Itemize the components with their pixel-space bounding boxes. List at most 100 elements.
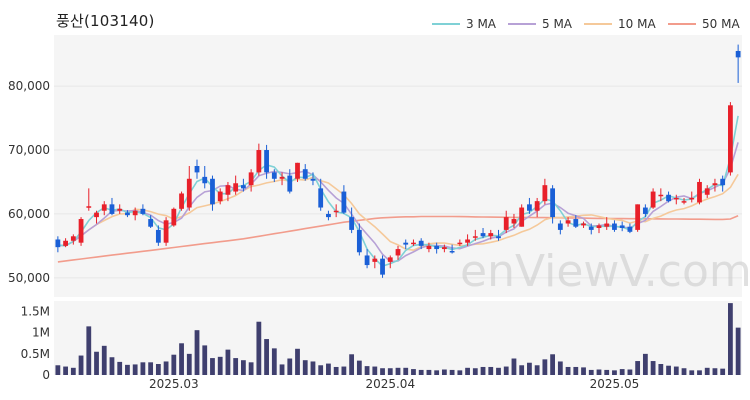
volume-bar — [240, 360, 246, 375]
candle-body — [341, 191, 347, 213]
volume-bar — [465, 367, 470, 375]
volume-tick-label: 1M — [32, 326, 50, 340]
volume-bar — [681, 368, 687, 375]
volume-bar — [264, 339, 269, 375]
candle-body — [511, 219, 517, 224]
candle-body — [94, 212, 99, 218]
volume-bar — [666, 365, 671, 375]
candle-body — [225, 185, 231, 195]
volume-bar — [704, 367, 710, 375]
volume-bar — [697, 370, 702, 375]
candle-body — [310, 178, 316, 181]
volume-bar — [155, 364, 161, 375]
candle-body — [557, 223, 563, 230]
moving-average-lines — [57, 115, 739, 268]
candle-body — [449, 250, 455, 253]
candle-body — [465, 239, 470, 243]
volume-bar — [186, 353, 192, 375]
volume-bar — [565, 366, 571, 375]
candle-body — [63, 240, 68, 246]
candle-body — [627, 226, 633, 232]
volume-bar — [302, 360, 308, 375]
price-tick-label: 80,000 — [8, 79, 50, 93]
volume-bar — [735, 327, 741, 375]
candle-body — [256, 150, 262, 173]
volume-bar — [202, 345, 208, 375]
volume-bar — [596, 369, 602, 375]
volume-bar — [550, 354, 556, 375]
volume-bar — [650, 361, 656, 375]
volume-bar — [418, 369, 424, 375]
candle-body — [395, 249, 401, 256]
candle-body — [681, 201, 687, 203]
candle-body — [171, 208, 177, 226]
volume-bar — [318, 365, 324, 375]
volume-bar — [472, 368, 478, 375]
candle-body — [565, 220, 571, 224]
candle-body — [333, 210, 339, 213]
candle-body — [619, 225, 625, 228]
volume-bar — [519, 365, 525, 375]
candle-body — [217, 191, 223, 202]
volume-bar — [441, 369, 447, 375]
volume-bar — [225, 349, 231, 375]
volume-bar — [279, 364, 285, 375]
candle-body — [264, 150, 269, 173]
volume-bar — [256, 321, 262, 375]
volume-bar — [503, 366, 509, 375]
volume-bar — [333, 366, 339, 375]
volume-bar — [163, 361, 169, 375]
volume-bar — [101, 345, 107, 375]
candle-body — [480, 233, 486, 237]
candle-body — [287, 175, 293, 192]
volume-bar — [403, 367, 409, 375]
volume-bar — [627, 369, 633, 375]
volume-tick-label: 0.5M — [21, 347, 50, 361]
candle-body — [202, 176, 208, 184]
candle-body — [194, 166, 200, 173]
price-tick-label: 60,000 — [8, 207, 50, 221]
volume-bar — [310, 361, 316, 375]
date-tick-label: 2025.05 — [590, 377, 640, 391]
volume-bar — [395, 367, 401, 375]
volume-bar — [635, 361, 641, 375]
volume-bar — [94, 351, 99, 375]
volume-bars — [55, 303, 741, 375]
candle-body — [380, 258, 385, 275]
volume-bar — [527, 362, 532, 375]
candle-body — [364, 255, 370, 266]
price-gridlines — [54, 85, 742, 279]
candle-body — [326, 213, 331, 218]
candle-body — [132, 210, 138, 216]
volume-bar — [295, 348, 300, 375]
candle-body — [148, 219, 154, 227]
candle-body — [519, 207, 525, 227]
price-tick-label: 70,000 — [8, 143, 50, 157]
volume-bar — [380, 368, 385, 375]
candle-body — [125, 212, 130, 216]
candle-body — [186, 178, 192, 208]
candle-body — [650, 191, 656, 208]
candle-body — [697, 181, 702, 203]
volume-bar — [210, 358, 215, 375]
volume-bar — [689, 370, 695, 375]
volume-bar — [619, 369, 625, 375]
volume-bar — [125, 364, 130, 375]
volume-bar — [588, 369, 594, 375]
volume-bar — [78, 355, 84, 375]
candle-body — [720, 178, 726, 186]
volume-bar — [434, 370, 440, 375]
volume-bar — [117, 361, 123, 375]
candle-body — [356, 229, 362, 253]
candle-body — [689, 197, 695, 200]
ma10-line — [57, 173, 739, 252]
candle-body — [295, 162, 300, 179]
volume-bar — [271, 348, 277, 375]
volume-bar — [480, 366, 486, 375]
candle-body — [349, 217, 355, 230]
candle-body — [642, 207, 648, 214]
date-tick-label: 2025.03 — [149, 377, 199, 391]
volume-bar — [140, 362, 146, 375]
legend-label: 50 MA — [702, 17, 740, 31]
